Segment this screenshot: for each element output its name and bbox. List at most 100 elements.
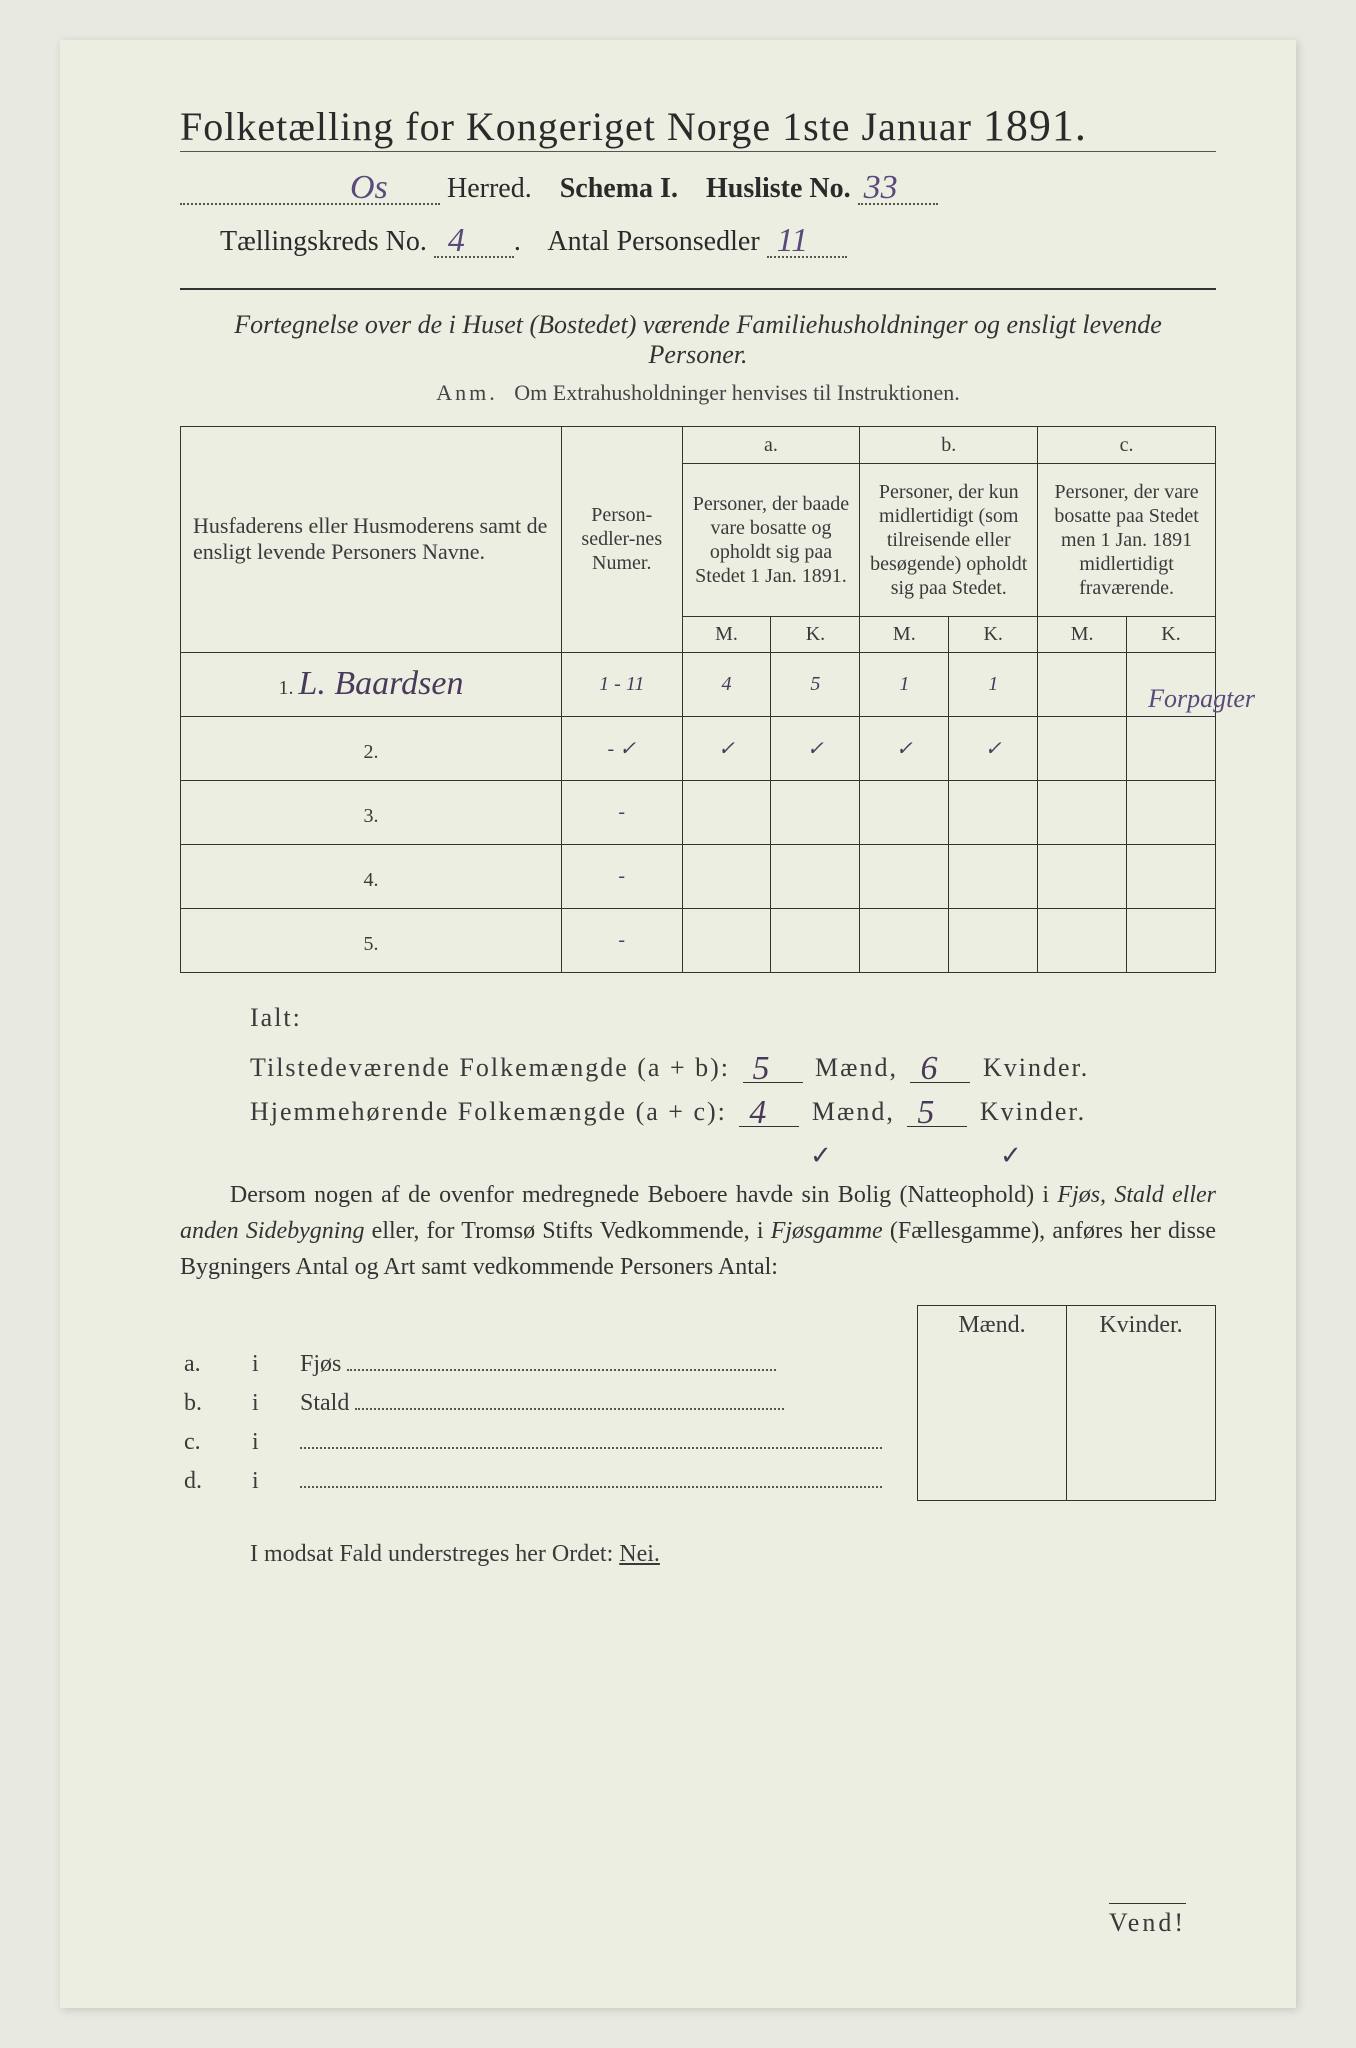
row-ck <box>1127 780 1216 844</box>
row-bk <box>949 908 1038 972</box>
row-cm <box>1038 908 1127 972</box>
bldg-k <box>1067 1384 1216 1423</box>
row-ak <box>771 844 860 908</box>
husliste-label: Husliste No. <box>706 173 851 204</box>
row-ck <box>1127 908 1216 972</box>
kreds-value: 4 <box>448 222 465 260</box>
bldg-maend: Mænd. <box>918 1305 1067 1345</box>
antal-value: 11 <box>777 222 808 260</box>
bldg-kvinder: Kvinder. <box>1067 1305 1216 1345</box>
row-label: 4. <box>181 844 562 908</box>
row-ak <box>771 780 860 844</box>
th-b-k: K. <box>949 616 1038 652</box>
row-am: 4 <box>682 652 771 716</box>
row-num: - <box>561 908 682 972</box>
th-a-label: a. <box>682 426 860 463</box>
th-c-label: c. <box>1038 426 1216 463</box>
kvinder-label-2: Kvinder. <box>980 1097 1086 1126</box>
row-am <box>682 844 771 908</box>
ab-m-value: 5 <box>753 1050 772 1088</box>
row-num: - ✓ <box>561 716 682 780</box>
ab-m-field: 5 <box>743 1056 803 1083</box>
divider-1 <box>180 288 1216 290</box>
schema-label: Schema I. <box>560 173 678 204</box>
herred-field: Os <box>180 172 440 205</box>
th-a-m: M. <box>682 616 771 652</box>
totals-block: Ialt: Tilstedeværende Folkemængde (a + b… <box>250 1003 1216 1127</box>
th-c: Personer, der vare bosatte paa Stedet me… <box>1038 463 1216 616</box>
bldg-letter: a. <box>180 1345 248 1384</box>
check-k: ✓ <box>1000 1141 1024 1171</box>
row-ak: ✓ <box>771 716 860 780</box>
th-b: Personer, der kun midlertidigt (som tilr… <box>860 463 1038 616</box>
row-ak <box>771 908 860 972</box>
footer-nei-word: Nei. <box>619 1541 660 1567</box>
table-row: 5. - <box>181 908 1216 972</box>
th-b-label: b. <box>860 426 1038 463</box>
ac-m-value: 4 <box>749 1094 768 1132</box>
bldg-i: i <box>248 1462 296 1501</box>
anm-text: Om Extrahusholdninger henvises til Instr… <box>514 380 959 405</box>
row-num: 1 - 11 <box>561 652 682 716</box>
row-bk: 1 <box>949 652 1038 716</box>
bldg-letter: d. <box>180 1462 248 1501</box>
bldg-row: d. i <box>180 1462 1216 1501</box>
bldg-m <box>918 1462 1067 1501</box>
ialt-label: Ialt: <box>250 1003 1216 1033</box>
th-name: Husfaderens eller Husmoderens samt de en… <box>181 426 562 652</box>
ab-k-value: 6 <box>920 1050 939 1088</box>
row-bm: ✓ <box>860 716 949 780</box>
title-text: Folketælling for Kongeriget Norge 1ste J… <box>180 104 972 149</box>
anm-label: Anm. <box>436 380 498 405</box>
row-num: - <box>561 844 682 908</box>
row-ck: Forpagter <box>1127 652 1216 716</box>
census-table: Husfaderens eller Husmoderens samt de en… <box>180 426 1216 973</box>
husliste-field: 33 <box>858 172 938 205</box>
row-bm <box>860 780 949 844</box>
ac-k-value: 5 <box>917 1094 936 1132</box>
table-row: 2. - ✓ ✓ ✓ ✓ ✓ <box>181 716 1216 780</box>
bldg-row: a. i Fjøs <box>180 1345 1216 1384</box>
bldg-row: c. i <box>180 1423 1216 1462</box>
bldg-type: Stald <box>296 1384 918 1423</box>
row-ck <box>1127 716 1216 780</box>
row-am: ✓ <box>682 716 771 780</box>
bldg-i: i <box>248 1384 296 1423</box>
row-am <box>682 908 771 972</box>
row-cm <box>1038 844 1127 908</box>
maend-label-1: Mænd, <box>815 1053 898 1082</box>
kvinder-label-1: Kvinder. <box>983 1053 1089 1082</box>
bldg-k <box>1067 1345 1216 1384</box>
bldg-i: i <box>248 1423 296 1462</box>
row-label: 3. <box>181 780 562 844</box>
th-num: Person-sedler-nes Numer. <box>561 426 682 652</box>
ac-m-field: 4 <box>739 1100 799 1127</box>
bldg-type <box>296 1462 918 1501</box>
row-label: 2. <box>181 716 562 780</box>
bldg-letter: b. <box>180 1384 248 1423</box>
herred-label: Herred. <box>447 173 532 204</box>
bldg-m <box>918 1345 1067 1384</box>
row-bm: 1 <box>860 652 949 716</box>
row-bk <box>949 780 1038 844</box>
ab-label: Tilstedeværende Folkemængde (a + b): <box>250 1053 730 1082</box>
th-c-m: M. <box>1038 616 1127 652</box>
row-label: 5. <box>181 908 562 972</box>
row-label: 1. L. Baardsen <box>181 652 562 716</box>
row-ak: 5 <box>771 652 860 716</box>
margin-note: Forpagter <box>1148 684 1255 714</box>
table-row: 3. - <box>181 780 1216 844</box>
husliste-value: 33 <box>864 169 898 207</box>
bldg-letter: c. <box>180 1423 248 1462</box>
table-row: 1. L. Baardsen 1 - 11 4 5 1 1 Forpagter <box>181 652 1216 716</box>
bldg-type <box>296 1423 918 1462</box>
footer-pre: I modsat Fald understreges her Ordet: <box>250 1541 619 1567</box>
ac-label: Hjemmehørende Folkemængde (a + c): <box>250 1097 727 1126</box>
table-row: 4. - <box>181 844 1216 908</box>
bldg-m <box>918 1423 1067 1462</box>
kreds-label: Tællingskreds No. <box>220 226 427 257</box>
row-bm <box>860 908 949 972</box>
maend-label-2: Mænd, <box>812 1097 895 1126</box>
anm-line: Anm. Om Extrahusholdninger henvises til … <box>180 380 1216 406</box>
antal-field: 11 <box>767 225 847 258</box>
